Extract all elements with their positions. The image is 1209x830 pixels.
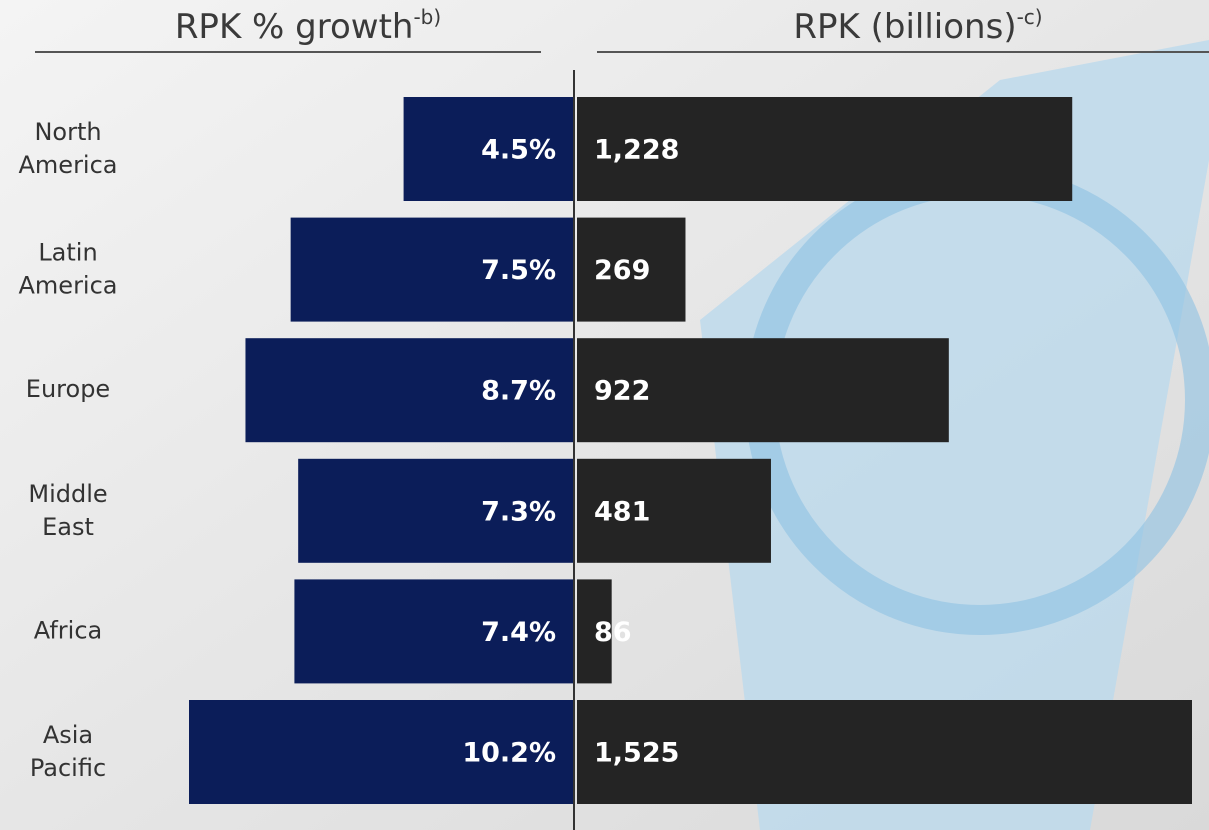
- category-label-line: East: [42, 513, 94, 541]
- category-label: Middle East: [28, 480, 107, 541]
- value-label: 10.2%: [462, 738, 556, 769]
- value-label: 269: [594, 255, 650, 286]
- category-label-line: America: [19, 151, 118, 179]
- category-label: Africa: [34, 616, 102, 644]
- value-label: 7.3%: [481, 496, 556, 527]
- value-label: 7.4%: [481, 617, 556, 648]
- value-label: 481: [594, 496, 650, 527]
- bar: [577, 579, 612, 684]
- chart-title: RPK % growth-b): [175, 5, 441, 47]
- category-label-line: Middle: [28, 480, 107, 508]
- bar: [245, 338, 573, 443]
- category-label: Asia Pacific: [30, 721, 106, 782]
- category-label-line: America: [19, 272, 118, 300]
- category-label-line: Latin: [38, 239, 97, 267]
- bar: [577, 458, 771, 563]
- bar: [189, 700, 573, 804]
- value-label: 86: [594, 617, 632, 648]
- bar: [577, 217, 686, 322]
- bar: [294, 579, 573, 684]
- bar: [298, 458, 573, 563]
- value-label: 922: [594, 376, 650, 407]
- category-label: North America: [19, 118, 118, 179]
- value-label: 8.7%: [481, 376, 556, 407]
- category-label: Europe: [26, 375, 110, 403]
- bar: [290, 217, 573, 322]
- category-label-line: North: [34, 118, 101, 146]
- bar: [577, 97, 1073, 201]
- chart-title: RPK (billions)-c): [793, 5, 1042, 47]
- bar: [403, 97, 573, 201]
- value-label: 1,525: [594, 738, 679, 769]
- category-label-line: Asia: [43, 721, 93, 749]
- category-label: Latin America: [19, 239, 118, 300]
- value-label: 1,228: [594, 135, 679, 166]
- bar: [577, 700, 1192, 804]
- value-label: 7.5%: [481, 255, 556, 286]
- value-label: 4.5%: [481, 135, 556, 166]
- category-label-line: Pacific: [30, 754, 106, 782]
- bar: [577, 338, 949, 443]
